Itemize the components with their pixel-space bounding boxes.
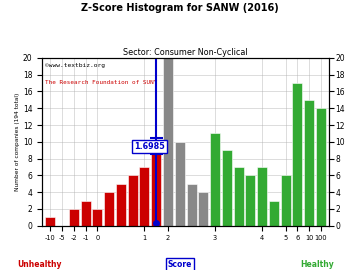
Bar bbox=[128, 176, 138, 226]
Bar bbox=[104, 192, 114, 226]
Bar bbox=[257, 167, 267, 226]
Bar bbox=[163, 58, 173, 226]
Bar bbox=[245, 176, 255, 226]
Bar bbox=[316, 108, 326, 226]
Text: Healthy: Healthy bbox=[300, 260, 334, 269]
Bar bbox=[45, 217, 55, 226]
Bar bbox=[139, 167, 149, 226]
Bar bbox=[175, 142, 185, 226]
Bar bbox=[186, 184, 197, 226]
Bar bbox=[93, 209, 102, 226]
Bar bbox=[69, 209, 79, 226]
Bar bbox=[198, 192, 208, 226]
Bar bbox=[116, 184, 126, 226]
Title: Sector: Consumer Non-Cyclical: Sector: Consumer Non-Cyclical bbox=[123, 48, 248, 57]
Bar bbox=[222, 150, 232, 226]
Bar bbox=[81, 201, 91, 226]
Bar bbox=[151, 150, 161, 226]
Bar bbox=[292, 83, 302, 226]
Bar bbox=[210, 133, 220, 226]
Text: ©www.textbiz.org: ©www.textbiz.org bbox=[45, 63, 105, 68]
Y-axis label: Number of companies (194 total): Number of companies (194 total) bbox=[15, 93, 20, 191]
Bar bbox=[280, 176, 291, 226]
Text: 1.6985: 1.6985 bbox=[134, 141, 165, 151]
Bar bbox=[269, 201, 279, 226]
Text: Unhealthy: Unhealthy bbox=[17, 260, 62, 269]
Bar bbox=[234, 167, 244, 226]
Text: The Research Foundation of SUNY: The Research Foundation of SUNY bbox=[45, 80, 157, 85]
Text: Score: Score bbox=[168, 260, 192, 269]
Bar bbox=[304, 100, 314, 226]
Text: Z-Score Histogram for SANW (2016): Z-Score Histogram for SANW (2016) bbox=[81, 3, 279, 13]
